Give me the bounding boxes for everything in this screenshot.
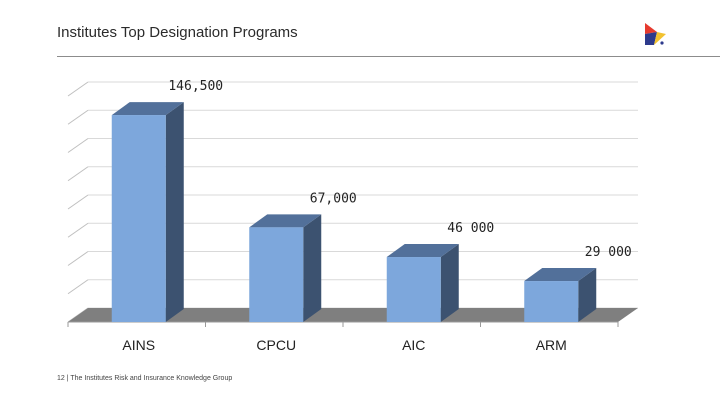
data-label: 46 000 — [447, 221, 494, 236]
footer-text: 12 | The Institutes Risk and Insurance K… — [57, 375, 233, 382]
bars — [111, 102, 597, 322]
category-labels: AINS CPCU AIC ARM — [122, 337, 566, 353]
bar — [111, 102, 184, 322]
data-label: 67,000 — [310, 191, 357, 206]
gridline-side — [67, 251, 89, 266]
gridline-side — [67, 194, 89, 210]
category-label: AIC — [402, 337, 425, 353]
bar-front — [524, 281, 579, 322]
title-divider — [57, 56, 720, 57]
bar-side — [303, 214, 322, 322]
gridline-side — [67, 222, 89, 238]
category-label: ARM — [536, 337, 567, 353]
page-title: Institutes Top Designation Programs — [57, 24, 298, 41]
triangle-arrow-logo-icon — [645, 23, 666, 45]
bar — [386, 244, 459, 322]
bar-front — [249, 227, 304, 322]
data-label: 146,500 — [168, 79, 223, 94]
gridline-side — [67, 166, 89, 182]
category-label: CPCU — [256, 337, 296, 353]
bar-side — [440, 244, 459, 322]
bar-front — [111, 115, 166, 322]
bar-side — [578, 268, 597, 322]
bar-top — [249, 214, 322, 228]
floor-top — [68, 308, 638, 322]
bar-front — [386, 257, 441, 322]
gridline-side — [67, 138, 89, 153]
bar — [524, 268, 597, 322]
bar-top — [111, 102, 184, 116]
bar — [249, 214, 322, 322]
bar-top — [386, 244, 459, 258]
bar-top — [524, 268, 597, 282]
gridline-side — [67, 81, 89, 97]
gridline-side — [67, 109, 89, 125]
data-labels: 146,500 67,000 46 000 29 000 — [168, 79, 631, 260]
bar-side — [165, 102, 184, 322]
data-label: 29 000 — [585, 245, 632, 260]
gridline-side — [67, 279, 89, 295]
category-label: AINS — [122, 337, 155, 353]
